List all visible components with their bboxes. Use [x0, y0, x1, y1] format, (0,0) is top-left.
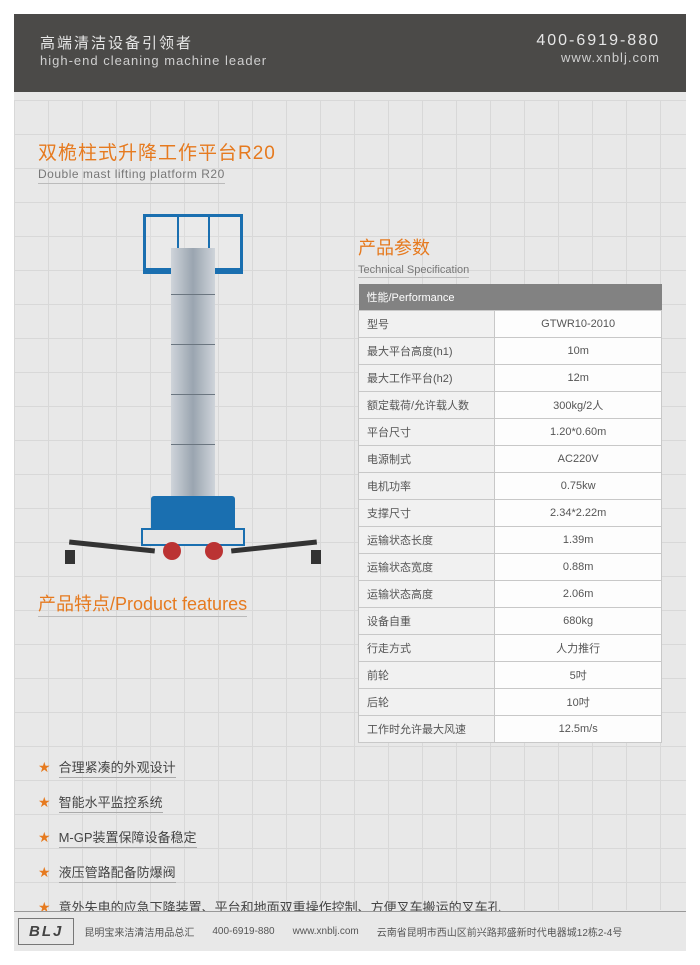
- footer-bar: BLJ 昆明宝来洁清洁用品总汇 400-6919-880 www.xnblj.c…: [14, 911, 686, 951]
- spec-key: 型号: [359, 311, 495, 338]
- features-list: ★ 合理紧凑的外观设计 ★ 智能水平监控系统 ★ M-GP装置保障设备稳定 ★ 液压管路配备防…: [38, 757, 662, 918]
- spec-value: GTWR10-2010: [495, 311, 662, 338]
- feature-item: ★ M-GP装置保障设备稳定: [38, 827, 662, 848]
- spec-key: 最大工作平台(h2): [359, 365, 495, 392]
- tagline-en: high-end cleaning machine leader: [40, 53, 267, 68]
- feature-text: 智能水平监控系统: [59, 792, 163, 813]
- footer-company: 昆明宝来洁清洁用品总汇: [84, 924, 194, 939]
- spec-row: 运输状态宽度0.88m: [359, 554, 662, 581]
- product-title-cn: 双桅柱式升降工作平台R20: [38, 138, 662, 165]
- spec-row: 后轮10吋: [359, 689, 662, 716]
- header-bar: 高端清洁设备引领者 high-end cleaning machine lead…: [14, 14, 686, 92]
- spec-value: 人力推行: [495, 635, 662, 662]
- product-illustration: [63, 204, 323, 584]
- star-icon: ★: [38, 759, 51, 776]
- spec-row: 支撑尺寸2.34*2.22m: [359, 500, 662, 527]
- spec-row: 运输状态高度2.06m: [359, 581, 662, 608]
- spec-value: 5吋: [495, 662, 662, 689]
- spec-value: 10m: [495, 338, 662, 365]
- star-icon: ★: [38, 794, 51, 811]
- spec-key: 前轮: [359, 662, 495, 689]
- content-area: 双桅柱式升降工作平台R20 Double mast lifting platfo…: [14, 100, 686, 910]
- spec-value: 12m: [495, 365, 662, 392]
- spec-key: 额定载荷/允许载人数: [359, 392, 495, 419]
- spec-value: 680kg: [495, 608, 662, 635]
- spec-table: 性能/Performance 型号GTWR10-2010最大平台高度(h1)10…: [358, 284, 662, 743]
- footer-phone: 400-6919-880: [212, 926, 274, 937]
- spec-key: 平台尺寸: [359, 419, 495, 446]
- spec-row: 额定载荷/允许载人数300kg/2人: [359, 392, 662, 419]
- spec-key: 后轮: [359, 689, 495, 716]
- feature-item: ★ 智能水平监控系统: [38, 792, 662, 813]
- spec-row: 最大平台高度(h1)10m: [359, 338, 662, 365]
- spec-key: 电机功率: [359, 473, 495, 500]
- spec-row: 设备自重680kg: [359, 608, 662, 635]
- feature-item: ★ 合理紧凑的外观设计: [38, 757, 662, 778]
- product-title-block: 双桅柱式升降工作平台R20 Double mast lifting platfo…: [38, 138, 662, 184]
- spec-row: 型号GTWR10-2010: [359, 311, 662, 338]
- spec-row: 电源制式AC220V: [359, 446, 662, 473]
- spec-table-header: 性能/Performance: [359, 284, 662, 311]
- spec-key: 设备自重: [359, 608, 495, 635]
- spec-value: 1.20*0.60m: [495, 419, 662, 446]
- features-title: 产品特点/Product features: [38, 590, 247, 617]
- footer-address: 云南省昆明市西山区前兴路邦盛新时代电器城12栋2-4号: [377, 924, 623, 939]
- header-url: www.xnblj.com: [536, 50, 660, 65]
- footer-logo: BLJ: [18, 918, 74, 945]
- spec-value: 0.75kw: [495, 473, 662, 500]
- spec-value: 2.06m: [495, 581, 662, 608]
- spec-value: 300kg/2人: [495, 392, 662, 419]
- feature-text: 液压管路配备防爆阀: [59, 862, 176, 883]
- star-icon: ★: [38, 864, 51, 881]
- spec-key: 最大平台高度(h1): [359, 338, 495, 365]
- spec-key: 支撑尺寸: [359, 500, 495, 527]
- spec-value: 2.34*2.22m: [495, 500, 662, 527]
- spec-row: 前轮5吋: [359, 662, 662, 689]
- spec-row: 平台尺寸1.20*0.60m: [359, 419, 662, 446]
- spec-key: 运输状态高度: [359, 581, 495, 608]
- spec-value: 1.39m: [495, 527, 662, 554]
- spec-value: 10吋: [495, 689, 662, 716]
- spec-title: 产品参数 Technical Specification: [358, 234, 662, 278]
- footer-url: www.xnblj.com: [293, 926, 359, 937]
- spec-row: 最大工作平台(h2)12m: [359, 365, 662, 392]
- spec-key: 运输状态宽度: [359, 554, 495, 581]
- spec-value: AC220V: [495, 446, 662, 473]
- star-icon: ★: [38, 829, 51, 846]
- feature-text: M-GP装置保障设备稳定: [59, 827, 197, 848]
- product-title-en: Double mast lifting platform R20: [38, 167, 225, 184]
- spec-key: 行走方式: [359, 635, 495, 662]
- spec-key: 电源制式: [359, 446, 495, 473]
- spec-value: 0.88m: [495, 554, 662, 581]
- feature-item: ★ 液压管路配备防爆阀: [38, 862, 662, 883]
- spec-row: 电机功率0.75kw: [359, 473, 662, 500]
- feature-text: 合理紧凑的外观设计: [59, 757, 176, 778]
- spec-value: 12.5m/s: [495, 716, 662, 743]
- header-phone: 400-6919-880: [536, 32, 660, 50]
- tagline-cn: 高端清洁设备引领者: [40, 32, 267, 53]
- spec-key: 运输状态长度: [359, 527, 495, 554]
- spec-row: 工作时允许最大风速12.5m/s: [359, 716, 662, 743]
- spec-row: 行走方式人力推行: [359, 635, 662, 662]
- spec-key: 工作时允许最大风速: [359, 716, 495, 743]
- spec-row: 运输状态长度1.39m: [359, 527, 662, 554]
